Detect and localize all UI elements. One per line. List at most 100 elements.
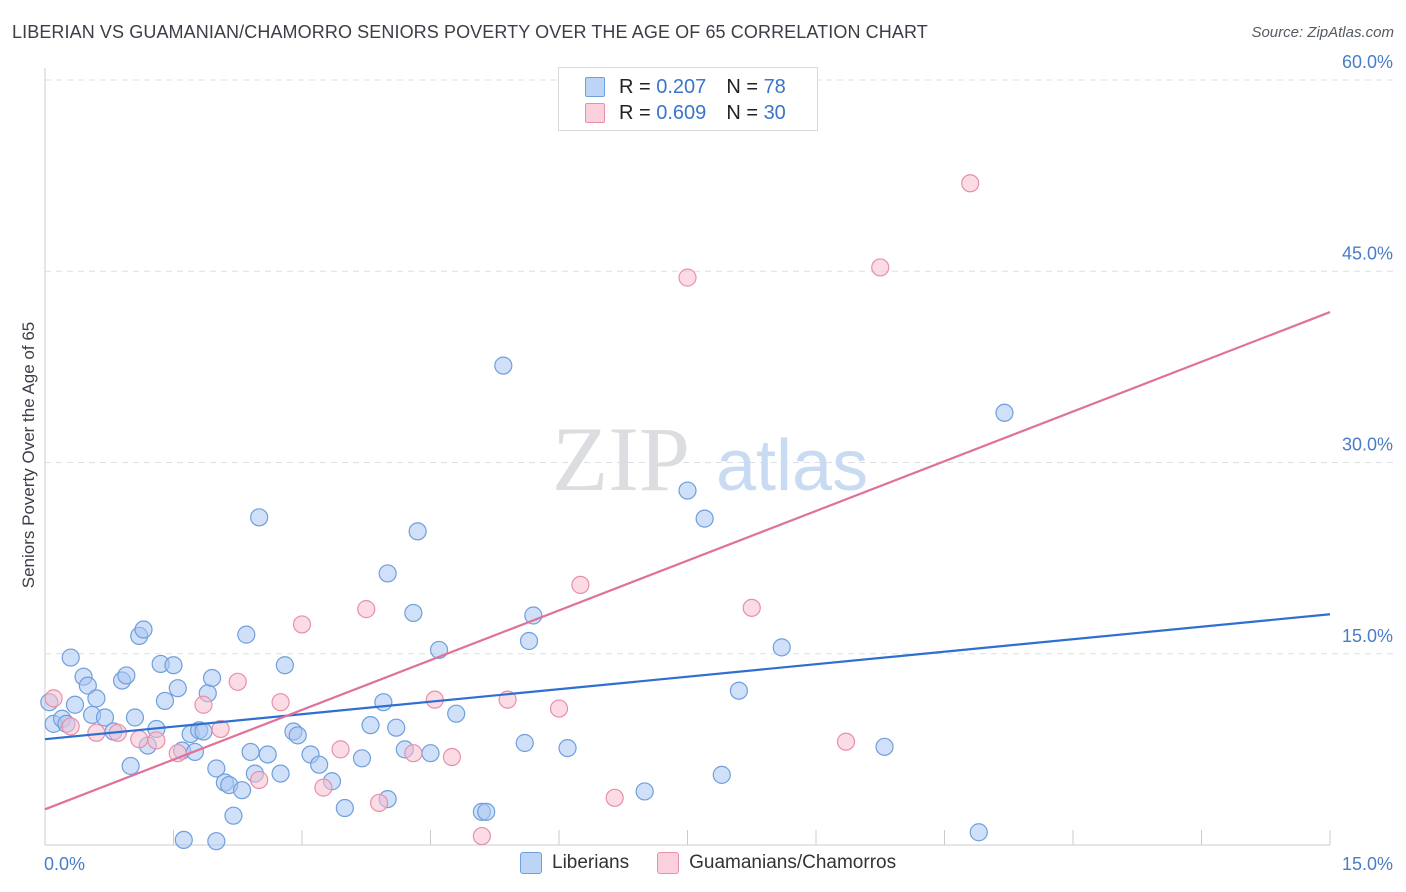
- guamanians-points: [44, 174, 980, 846]
- point-guamanians: [331, 740, 350, 759]
- y-tick-label: 45.0%: [1342, 243, 1393, 263]
- point-liberians: [202, 668, 222, 688]
- grid-lines: [45, 79, 1395, 655]
- legend-swatch-liberians: [585, 77, 605, 97]
- point-liberians: [275, 656, 294, 675]
- point-liberians: [695, 509, 714, 528]
- axes: [44, 68, 1331, 846]
- y-tick-label: 15.0%: [1342, 626, 1393, 646]
- point-liberians: [335, 798, 354, 818]
- point-guamanians: [147, 731, 166, 750]
- legend-n-label: N =: [726, 101, 758, 124]
- legend-n-value: 30: [763, 101, 786, 124]
- point-liberians: [87, 689, 106, 708]
- point-guamanians: [678, 268, 697, 287]
- point-liberians: [207, 832, 226, 851]
- point-liberians: [224, 806, 243, 825]
- point-liberians: [772, 638, 791, 657]
- point-guamanians: [871, 258, 890, 277]
- point-liberians: [250, 508, 269, 527]
- point-liberians: [477, 802, 496, 821]
- point-liberians: [164, 656, 183, 675]
- legend-swatch-liberians: [520, 852, 542, 874]
- point-liberians: [678, 481, 697, 500]
- point-liberians: [729, 681, 749, 700]
- point-guamanians: [314, 778, 333, 797]
- liberians-points: [40, 356, 1014, 851]
- point-liberians: [408, 522, 427, 541]
- x-tick-label: 0.0%: [44, 854, 85, 874]
- point-liberians: [168, 679, 187, 698]
- point-liberians: [515, 733, 534, 753]
- legend-row-guamanians: R = 0.609 N = 30: [585, 100, 786, 126]
- point-guamanians: [250, 770, 269, 790]
- point-liberians: [374, 693, 393, 712]
- point-liberians: [378, 564, 397, 583]
- point-guamanians: [961, 174, 980, 193]
- legend-row-liberians: R = 0.207 N = 78: [585, 74, 786, 100]
- point-liberians: [387, 718, 406, 737]
- point-liberians: [875, 737, 894, 756]
- point-guamanians: [571, 575, 590, 595]
- point-liberians: [421, 744, 440, 763]
- point-liberians: [232, 781, 252, 800]
- point-guamanians: [442, 747, 462, 767]
- point-liberians: [121, 756, 140, 776]
- correlation-legend: R = 0.207 N = 78 R = 0.609 N = 30: [558, 67, 818, 131]
- point-liberians: [447, 704, 466, 723]
- legend-item-guamanians[interactable]: Guamanians/Chamorros: [657, 852, 896, 874]
- point-liberians: [95, 708, 115, 727]
- y-axis-title: Seniors Poverty Over the Age of 65: [19, 322, 38, 588]
- trend-line-guamanians: [44, 311, 1331, 811]
- point-guamanians: [44, 689, 63, 708]
- point-liberians: [207, 759, 226, 778]
- point-liberians: [404, 603, 423, 623]
- point-liberians: [174, 830, 193, 850]
- point-liberians: [134, 620, 153, 639]
- trend-lines: [44, 311, 1331, 811]
- source-label: Source: ZipAtlas.com: [1251, 24, 1394, 41]
- point-guamanians: [549, 699, 569, 718]
- point-guamanians: [228, 672, 247, 691]
- point-liberians: [194, 722, 213, 741]
- point-guamanians: [194, 695, 213, 714]
- tick-labels: 15.0% 30.0% 45.0% 60.0% 0.0% 15.0%: [44, 52, 1393, 874]
- legend-r-label: R =: [619, 101, 651, 124]
- chart-title: LIBERIAN VS GUAMANIAN/CHAMORRO SENIORS P…: [12, 22, 928, 42]
- point-liberians: [361, 716, 380, 735]
- point-guamanians: [61, 717, 80, 736]
- y-tick-label: 30.0%: [1342, 435, 1393, 455]
- point-guamanians: [836, 732, 856, 751]
- x-tick-label: 15.0%: [1342, 854, 1393, 874]
- point-guamanians: [404, 744, 423, 763]
- point-liberians: [712, 765, 731, 784]
- point-liberians: [310, 755, 329, 774]
- point-guamanians: [271, 693, 290, 712]
- legend-r-value: 0.207: [656, 75, 707, 98]
- point-guamanians: [370, 793, 389, 813]
- point-guamanians: [742, 598, 761, 617]
- trend-line-liberians: [44, 613, 1331, 741]
- point-liberians: [494, 356, 513, 375]
- point-guamanians: [605, 788, 624, 807]
- point-liberians: [155, 691, 175, 711]
- point-liberians: [558, 738, 577, 758]
- point-liberians: [271, 764, 290, 783]
- point-guamanians: [357, 600, 376, 619]
- point-liberians: [995, 403, 1014, 422]
- watermark-zip: ZIP: [552, 408, 690, 510]
- point-guamanians: [130, 730, 149, 749]
- point-liberians: [288, 726, 307, 745]
- legend-r-value: 0.609: [656, 101, 707, 124]
- legend-label-guamanians: Guamanians/Chamorros: [689, 852, 897, 873]
- point-guamanians: [472, 826, 491, 846]
- watermark-atlas: atlas: [716, 426, 868, 506]
- point-guamanians: [292, 615, 312, 634]
- legend-label-liberians: Liberians: [552, 852, 630, 873]
- point-liberians: [635, 782, 654, 801]
- legend-item-liberians[interactable]: Liberians: [520, 852, 629, 874]
- legend-n-label: N =: [726, 75, 758, 98]
- legend-swatch-guamanians: [657, 852, 680, 874]
- legend-r-label: R =: [619, 75, 651, 98]
